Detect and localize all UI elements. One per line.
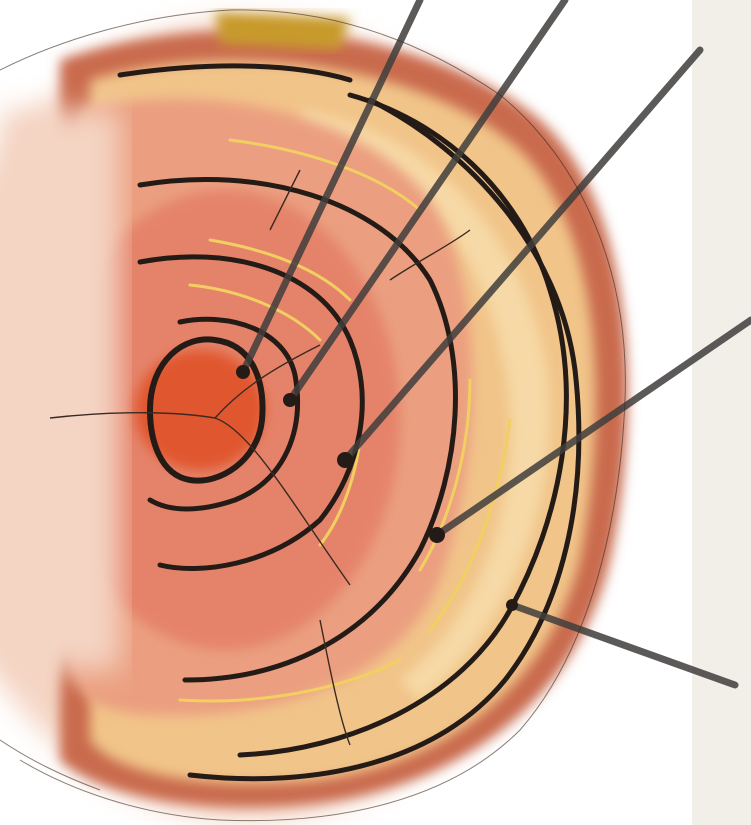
crack-line — [214, 344, 321, 419]
growth-ring-2 — [147, 316, 300, 512]
pointer-line-bark — [508, 601, 739, 689]
yellow-streak — [418, 378, 472, 572]
yellow-streak — [428, 418, 512, 632]
crack-line — [389, 229, 471, 281]
yellow-streak — [178, 658, 402, 703]
side-panel — [692, 0, 751, 825]
yellow-streak — [188, 283, 322, 342]
pointer-line-outer-ring — [433, 316, 751, 539]
growth-ring-5 — [237, 92, 569, 758]
pointer-line-inner-ring — [286, 0, 569, 404]
light-sapwood-band — [300, 110, 550, 700]
pointer-dot — [283, 393, 297, 407]
bark-outline — [0, 739, 101, 791]
growth-rings — [117, 63, 582, 782]
heartwood — [135, 350, 265, 470]
bark-ochre-patch — [215, 12, 350, 50]
yellow-streak — [208, 238, 352, 302]
pale-left-edge — [0, 110, 120, 670]
growth-ring-3 — [137, 254, 365, 572]
pointer-dots — [236, 365, 518, 611]
pointer-line-mid-ring — [341, 46, 704, 464]
pointer-dot — [506, 599, 518, 611]
cracks — [49, 169, 471, 746]
pointer-dot — [236, 365, 250, 379]
pointer-dot — [337, 452, 353, 468]
bark-sketch — [0, 9, 626, 822]
growth-ring-4 — [137, 177, 458, 683]
yellow-streaks — [178, 138, 512, 703]
growth-ring-6 — [117, 63, 582, 782]
bark-outline — [0, 9, 626, 822]
pointers — [239, 0, 751, 689]
yellow-streak — [318, 438, 362, 547]
pointer-line-heartwood — [239, 0, 424, 376]
pointer-dot — [429, 527, 445, 543]
crack-line — [269, 169, 301, 231]
crack-line — [319, 619, 351, 746]
heartwood-core — [135, 350, 265, 470]
growth-ring-1 — [146, 336, 266, 484]
